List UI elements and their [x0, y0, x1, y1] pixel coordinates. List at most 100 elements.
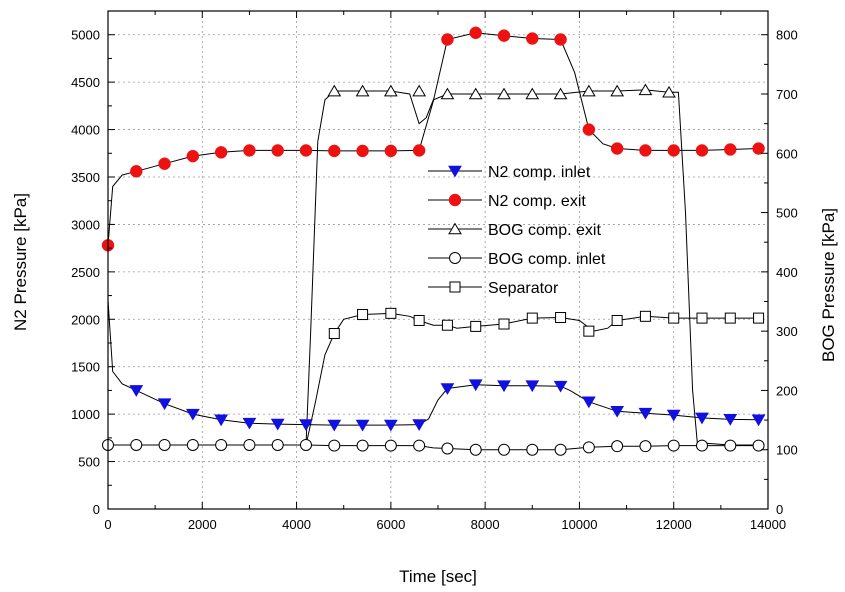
marker-bog-comp-inlet	[413, 439, 426, 452]
marker-n2-comp-exit	[469, 26, 482, 40]
marker-n2-comp-exit	[610, 142, 624, 155]
x-tick-label: 0	[104, 517, 111, 532]
y-left-tick-label: 0	[93, 502, 100, 517]
marker-n2-comp-exit	[752, 142, 765, 155]
marker-n2-comp-exit	[356, 144, 369, 158]
y-left-tick-label: 500	[78, 455, 100, 470]
marker-n2-comp-inlet	[214, 414, 229, 427]
marker-bog-comp-exit	[581, 84, 596, 97]
marker-n2-comp-exit	[526, 32, 539, 45]
y-left-tick-label: 4000	[71, 123, 100, 138]
marker-n2-comp-inlet	[497, 380, 511, 393]
y-right-tick-label: 700	[776, 87, 798, 102]
marker-bog-comp-inlet	[130, 438, 143, 451]
marker-n2-comp-inlet	[157, 398, 172, 411]
series-markers	[101, 26, 766, 456]
marker-separator	[357, 309, 369, 321]
marker-n2-comp-exit	[271, 144, 284, 157]
marker-bog-comp-exit	[610, 84, 625, 97]
marker-n2-comp-exit	[412, 144, 426, 157]
marker-n2-comp-exit	[667, 144, 680, 157]
legend-label-n2-comp-exit: N2 comp. exit	[488, 193, 586, 210]
marker-bog-comp-exit	[468, 87, 483, 100]
marker-separator	[526, 312, 538, 324]
marker-bog-comp-inlet	[554, 443, 567, 456]
marker-separator	[470, 320, 482, 332]
marker-bog-comp-exit	[638, 83, 653, 96]
legend-marker-bog-comp-exit	[448, 222, 462, 235]
marker-bog-comp-inlet	[158, 438, 171, 451]
marker-bog-comp-inlet	[384, 439, 397, 452]
marker-bog-comp-inlet	[271, 438, 284, 451]
marker-n2-comp-inlet	[383, 419, 398, 432]
marker-n2-comp-inlet	[412, 419, 427, 431]
marker-bog-comp-exit	[497, 87, 511, 100]
marker-bog-comp-inlet	[469, 443, 482, 456]
marker-n2-comp-exit	[158, 157, 171, 170]
x-tick-label: 2000	[188, 517, 217, 532]
marker-separator	[639, 310, 651, 322]
y-right-tick-label: 0	[776, 502, 783, 517]
marker-n2-comp-exit	[639, 144, 652, 157]
legend-marker-n2-comp-exit	[448, 193, 462, 207]
marker-separator	[696, 312, 708, 324]
y-left-tick-label: 1000	[71, 407, 100, 422]
marker-n2-comp-inlet	[440, 383, 455, 395]
marker-n2-comp-exit	[441, 33, 454, 46]
marker-bog-comp-exit	[440, 87, 455, 100]
x-tick-label: 6000	[376, 517, 405, 532]
marker-n2-comp-inlet	[581, 396, 596, 409]
marker-separator	[328, 328, 340, 340]
marker-n2-comp-inlet	[185, 408, 200, 421]
marker-n2-comp-exit	[214, 146, 228, 159]
y-left-tick-label: 2000	[71, 312, 100, 327]
marker-n2-comp-inlet	[525, 380, 540, 393]
x-tick-label: 14000	[750, 517, 786, 532]
marker-bog-comp-inlet	[243, 438, 256, 451]
marker-separator	[583, 325, 595, 337]
x-tick-label: 12000	[656, 517, 692, 532]
marker-separator	[724, 312, 736, 324]
y-left-tick-label: 2500	[71, 265, 100, 280]
marker-bog-comp-inlet	[441, 442, 454, 455]
marker-separator	[413, 314, 425, 326]
marker-separator	[441, 319, 453, 331]
marker-n2-comp-exit	[328, 144, 341, 158]
marker-n2-comp-exit	[582, 123, 596, 136]
marker-n2-comp-inlet	[129, 385, 144, 397]
marker-separator	[611, 314, 623, 326]
marker-n2-comp-exit	[243, 144, 256, 157]
x-axis-title: Time [sec]	[399, 567, 477, 586]
legend-label-n2-comp-inlet: N2 comp. inlet	[488, 164, 591, 181]
marker-separator	[385, 307, 397, 319]
y-left-tick-label: 3000	[71, 217, 100, 232]
marker-separator	[498, 318, 510, 330]
tick-labels: 0 2000 4000 6000 8000 10000 12000 1400005001000…	[71, 28, 798, 532]
marker-bog-comp-exit	[662, 85, 676, 98]
y-right-tick-label: 400	[776, 265, 798, 280]
marker-n2-comp-inlet	[327, 419, 342, 432]
y-right-tick-label: 100	[776, 443, 798, 458]
marker-n2-comp-inlet	[299, 419, 313, 431]
series-line-n2-comp-inlet	[107, 300, 759, 426]
marker-bog-comp-exit	[327, 84, 342, 97]
ticks	[107, 11, 769, 510]
marker-n2-comp-inlet	[242, 417, 257, 430]
marker-bog-comp-inlet	[186, 438, 199, 451]
y-axis-right-title: BOG Pressure [kPa]	[819, 208, 838, 362]
x-tick-label: 10000	[561, 517, 597, 532]
y-right-tick-label: 300	[776, 324, 798, 339]
marker-bog-comp-inlet	[752, 439, 765, 452]
marker-bog-comp-inlet	[582, 441, 595, 454]
marker-n2-comp-inlet	[695, 412, 709, 425]
marker-n2-comp-inlet	[610, 405, 625, 418]
marker-bog-comp-inlet	[526, 443, 539, 456]
marker-n2-comp-exit	[186, 149, 200, 163]
marker-bog-comp-inlet	[498, 443, 510, 456]
legend-label-separator: Separator	[488, 280, 559, 297]
marker-n2-comp-exit	[724, 143, 737, 156]
marker-bog-comp-inlet	[696, 439, 708, 452]
legend-marker-bog-comp-inlet	[449, 252, 461, 264]
marker-bog-comp-inlet	[215, 438, 228, 451]
